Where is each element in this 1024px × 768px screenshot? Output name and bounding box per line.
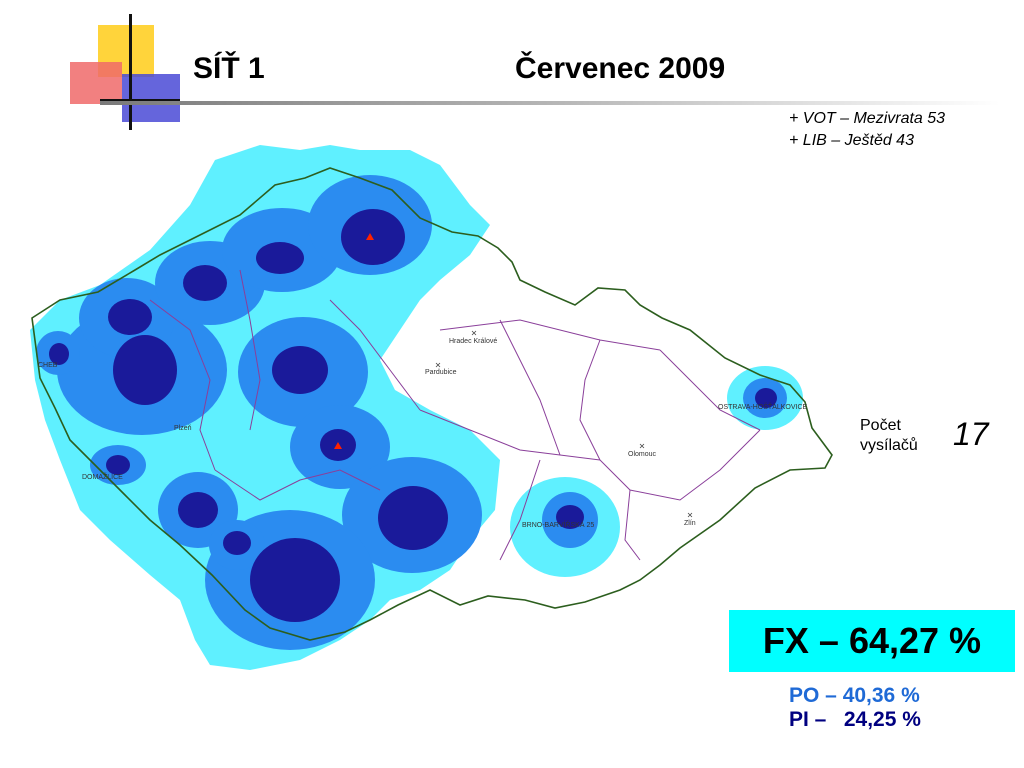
city-label-cheb: CHEB (38, 362, 58, 369)
po-coverage-text: PO – 40,36 % (789, 684, 920, 707)
transmitter-vot (366, 233, 374, 240)
transmitter-count-label-line2: vysílačů (860, 437, 918, 454)
country-border (31, 167, 833, 641)
deco-horizontal-line (100, 99, 180, 102)
city-label-pardubice: Pardubice (425, 369, 457, 376)
transmitter-count-label-line1: Počet (860, 417, 901, 434)
note-transmitter-vot: + VOT – Mezivrata 53 (789, 110, 946, 127)
city-label-zlin: Zlín (684, 520, 696, 527)
city-label-hradec: Hradec Králové (449, 338, 497, 345)
slide-title-network: SÍŤ 1 (193, 52, 265, 85)
title-underline (100, 101, 1000, 105)
transmitter-markers (334, 233, 374, 449)
transmitter-lib (334, 442, 342, 449)
deco-vertical-line (129, 14, 132, 130)
city-markers (435, 330, 693, 518)
pi-coverage-text: PI – 24,25 % (789, 708, 921, 731)
note-transmitter-lib: + LIB – Ještěd 43 (789, 132, 914, 149)
po-coverage-layer (36, 175, 787, 650)
transmitter-count-value: 17 (953, 416, 989, 452)
city-label-olomouc: Olomouc (628, 451, 657, 458)
pi-coverage-layer (49, 209, 777, 622)
transmitter-count-label: Počet vysílačů (860, 416, 918, 456)
city-label-ostrava: OSTRAVA-HOŠŤÁLKOVICE (718, 402, 808, 411)
fx-coverage-text: FX – 64,27 % (762, 620, 982, 661)
slide-title-date: Červenec 2009 (515, 52, 726, 85)
region-borders (149, 269, 761, 561)
city-label-brno: BRNO-BARVÍŘSKÁ 25 (522, 520, 594, 529)
fx-coverage-box: FX – 64,27 % (729, 610, 1015, 672)
city-label-domazlice: DOMAŽLICE (82, 472, 123, 481)
deco-red-square (70, 62, 122, 104)
city-label-plzen: Plzeň (174, 425, 192, 432)
coverage-map: Hradec Králové Pardubice Olomouc Zlín OS… (30, 145, 833, 670)
